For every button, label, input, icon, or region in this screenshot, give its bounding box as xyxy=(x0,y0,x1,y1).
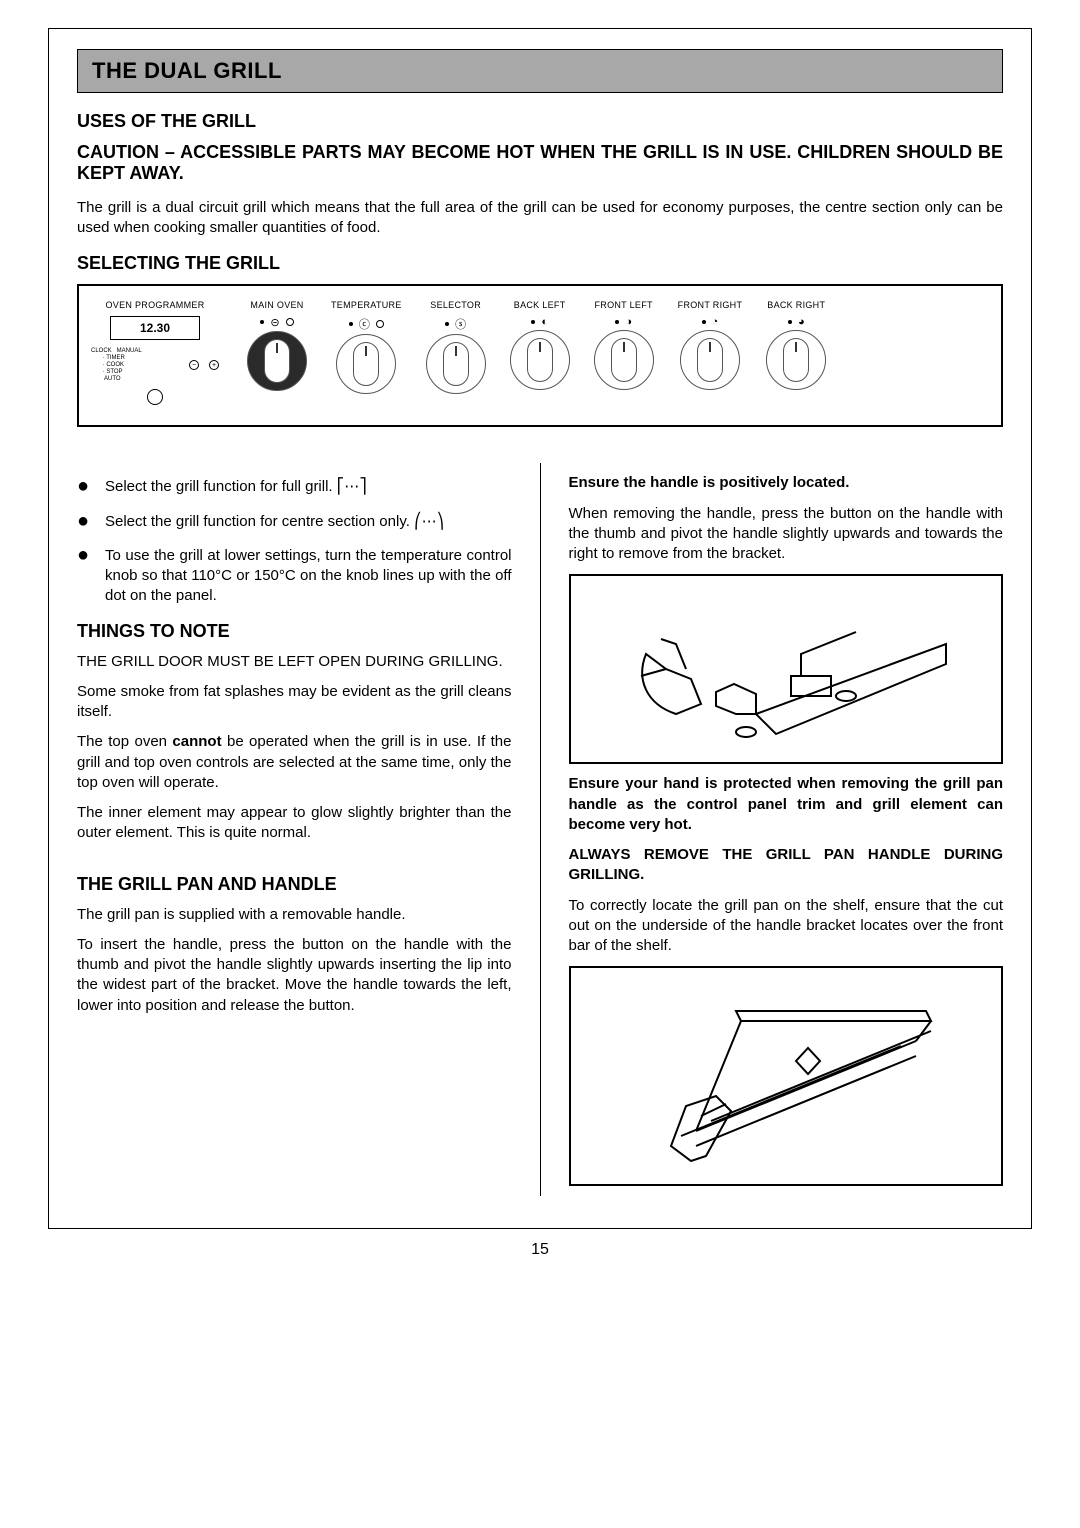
plus-button-icon: + xyxy=(209,360,219,370)
left-column: ●Select the grill function for full gril… xyxy=(77,463,512,1196)
control-panel-diagram: OVEN PROGRAMMER 12.30 CLOCK MANUAL · TIM… xyxy=(77,284,1003,428)
knob-symbol-icon: ⊝ xyxy=(270,316,279,329)
knob-back-left: BACK LEFT ◐ xyxy=(510,300,570,394)
knob-dial-icon xyxy=(680,330,740,390)
page-number: 15 xyxy=(48,1241,1032,1259)
knob-label: BACK LEFT xyxy=(514,300,566,310)
centre-grill-icon: ⎛⋯⎞ xyxy=(414,513,444,530)
programmer-label: OVEN PROGRAMMER xyxy=(105,300,204,310)
list-item: ●Select the grill function for centre se… xyxy=(77,512,512,532)
right-column: Ensure the handle is positively located.… xyxy=(569,463,1004,1196)
knob-dial-icon xyxy=(336,334,396,394)
knob-dial-icon xyxy=(426,334,486,394)
note-paragraph: The top oven cannot be operated when the… xyxy=(77,732,512,793)
bullet-text: To use the grill at lower settings, turn… xyxy=(105,546,512,607)
clock-display: 12.30 xyxy=(110,316,200,340)
selecting-heading: SELECTING THE GRILL xyxy=(77,253,1003,274)
programmer-legend: CLOCK MANUAL · TIMER · COOK · STOP AUTO xyxy=(91,348,181,384)
pan-paragraph: The grill pan is supplied with a removab… xyxy=(77,905,512,925)
list-item: ●Select the grill function for full gril… xyxy=(77,477,512,497)
pan-shelf-svg-icon xyxy=(636,976,936,1176)
knob-front-left: FRONT LEFT ◑ xyxy=(594,300,654,394)
knob-symbol-icon: ◔ xyxy=(712,316,719,328)
bullet-text: Select the grill function for centre sec… xyxy=(105,513,410,530)
knob-label: FRONT RIGHT xyxy=(678,300,743,310)
knob-front-right: FRONT RIGHT ◔ xyxy=(678,300,743,394)
note-paragraph: The inner element may appear to glow sli… xyxy=(77,803,512,844)
selector-circle-icon xyxy=(147,389,163,405)
knob-symbol-icon: ◑ xyxy=(625,316,632,328)
locate-paragraph: To correctly locate the grill pan on the… xyxy=(569,896,1004,957)
uses-heading: USES OF THE GRILL xyxy=(77,111,1003,132)
knob-selector: SELECTOR ⓢ xyxy=(426,300,486,394)
knob-label: SELECTOR xyxy=(430,300,481,310)
column-divider xyxy=(540,463,541,1196)
intro-paragraph: The grill is a dual circuit grill which … xyxy=(77,198,1003,239)
page-frame: THE DUAL GRILL USES OF THE GRILL CAUTION… xyxy=(48,28,1032,1229)
knob-main-oven: MAIN OVEN ⊝ xyxy=(247,300,307,394)
knob-dial-icon xyxy=(247,331,307,391)
oven-programmer-group: OVEN PROGRAMMER 12.30 CLOCK MANUAL · TIM… xyxy=(91,300,219,408)
section-title: THE DUAL GRILL xyxy=(92,58,988,84)
knob-dial-icon xyxy=(510,330,570,390)
programmer-buttons: − + xyxy=(189,360,219,370)
ensure-located: Ensure the handle is positively located. xyxy=(569,473,1004,493)
list-item: ●To use the grill at lower settings, tur… xyxy=(77,546,512,607)
remove-handle-paragraph: When removing the handle, press the butt… xyxy=(569,504,1004,565)
knob-row: MAIN OVEN ⊝ TEMPERATURE ⓒ SELECTOR ⓢ BAC… xyxy=(247,300,826,394)
things-to-note-heading: THINGS TO NOTE xyxy=(77,621,512,642)
bullet-list: ●Select the grill function for full gril… xyxy=(77,477,512,606)
knob-label: FRONT LEFT xyxy=(594,300,652,310)
handle-remove-figure xyxy=(569,574,1004,764)
caution-heading: CAUTION – ACCESSIBLE PARTS MAY BECOME HO… xyxy=(77,142,1003,184)
knob-label: TEMPERATURE xyxy=(331,300,402,310)
handle-remove-svg-icon xyxy=(606,584,966,754)
knob-label: BACK RIGHT xyxy=(767,300,825,310)
knob-symbol-icon: ⓢ xyxy=(455,316,466,332)
pan-handle-heading: THE GRILL PAN AND HANDLE xyxy=(77,874,512,895)
bullet-text: Select the grill function for full grill… xyxy=(105,478,333,495)
always-remove-bold: ALWAYS REMOVE THE GRILL PAN HANDLE DURIN… xyxy=(569,845,1004,886)
pan-paragraph: To insert the handle, press the button o… xyxy=(77,935,512,1016)
pan-shelf-figure xyxy=(569,966,1004,1186)
knob-symbol-icon: ◕ xyxy=(798,316,805,328)
protect-hand-bold: Ensure your hand is protected when remov… xyxy=(569,774,1004,835)
section-header-bar: THE DUAL GRILL xyxy=(77,49,1003,93)
knob-label: MAIN OVEN xyxy=(250,300,303,310)
knob-temperature: TEMPERATURE ⓒ xyxy=(331,300,402,394)
knob-symbol-icon: ◐ xyxy=(541,316,548,328)
knob-back-right: BACK RIGHT ◕ xyxy=(766,300,826,394)
knob-symbol-icon: ⓒ xyxy=(359,316,370,332)
two-column-layout: ●Select the grill function for full gril… xyxy=(77,463,1003,1196)
knob-dial-icon xyxy=(594,330,654,390)
minus-button-icon: − xyxy=(189,360,199,370)
note-paragraph: THE GRILL DOOR MUST BE LEFT OPEN DURING … xyxy=(77,652,512,672)
full-grill-icon: ⎡⋯⎤ xyxy=(337,478,367,495)
knob-dial-icon xyxy=(766,330,826,390)
note-paragraph: Some smoke from fat splashes may be evid… xyxy=(77,682,512,723)
